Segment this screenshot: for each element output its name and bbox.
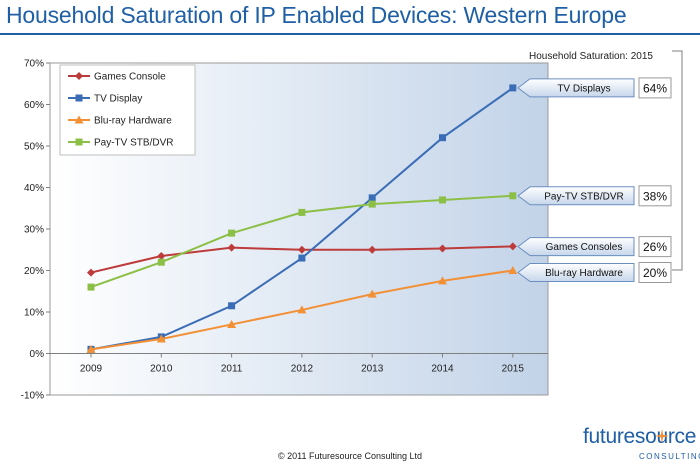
legend-marker (75, 138, 83, 146)
data-point (509, 84, 517, 92)
data-point (368, 194, 376, 202)
data-point (227, 319, 237, 328)
data-point (508, 242, 517, 251)
data-point (438, 244, 447, 253)
x-tick-label: 2013 (361, 364, 384, 375)
callout-value-box (638, 262, 672, 283)
x-tick-label: 2009 (80, 364, 103, 375)
y-tick-label: 70% (24, 59, 44, 70)
legend-marker (74, 115, 84, 124)
data-point (87, 283, 95, 291)
y-tick-label: -10% (21, 391, 44, 402)
legend-label: Blu-ray Hardware (94, 116, 172, 127)
data-point (86, 344, 96, 353)
page-title: Household Saturation of IP Enabled Devic… (6, 2, 627, 28)
data-point (228, 302, 236, 310)
callout-tv-displays: TV Displays 64% (517, 77, 672, 99)
data-point (227, 243, 236, 252)
y-tick-label: 20% (24, 266, 44, 277)
legend-marker (75, 72, 83, 80)
logo-star-icon (655, 429, 669, 443)
data-point (367, 289, 377, 298)
callout-label: Pay-TV STB/DVR (544, 191, 623, 202)
panel-heading: Household Saturation: 2015 (529, 51, 653, 62)
data-point (368, 245, 377, 254)
callout-arrow (517, 237, 635, 257)
x-tick-label: 2012 (291, 364, 314, 375)
data-point (508, 266, 518, 274)
callout-games-consoles: Games Consoles 26% (517, 236, 672, 258)
futuresource-logo: futuresource CONSULTING (583, 425, 700, 465)
callout-value: 38% (643, 189, 667, 203)
callout-value-box (638, 236, 672, 258)
legend-marker (75, 94, 83, 102)
callout-arrow (517, 263, 635, 282)
data-point (509, 192, 517, 200)
data-point (228, 229, 236, 237)
legend-label: TV Display (94, 94, 142, 105)
data-point (439, 196, 446, 204)
series-pay-tv-stb-dvr (87, 192, 517, 291)
callout-blu-ray-hardware: Blu-ray Hardware 20% (517, 262, 672, 283)
callout-value-box (638, 77, 672, 99)
x-tick-label: 2010 (150, 364, 173, 375)
y-tick-label: 60% (24, 100, 44, 111)
series-games-console (87, 242, 517, 277)
legend-label: Games Console (94, 72, 166, 83)
callout-value: 26% (643, 240, 667, 254)
x-tick-label: 2014 (431, 364, 454, 375)
series-blu-ray-hardware (86, 266, 518, 353)
data-point (438, 276, 447, 285)
data-point (87, 268, 95, 277)
callout-value: 20% (643, 266, 667, 280)
callout-label: TV Displays (557, 83, 610, 94)
y-tick-label: 50% (24, 142, 44, 153)
data-point (157, 258, 165, 266)
legend-label: Pay-TV STB/DVR (94, 138, 173, 149)
y-tick-label: 10% (24, 308, 44, 319)
y-tick-label: 30% (24, 225, 44, 236)
copyright-text: © 2011 Futuresource Consulting Ltd (277, 451, 423, 461)
title-rule (0, 33, 700, 35)
data-point (298, 254, 306, 262)
callout-pay-tv-stb-dvr: Pay-TV STB/DVR 38% (517, 185, 672, 207)
callout-arrow (517, 186, 635, 206)
data-point (439, 134, 446, 142)
panel-bracket (672, 50, 683, 271)
logo-wordmark: futuresource (583, 425, 697, 448)
callout-label: Blu-ray Hardware (545, 268, 623, 279)
y-tick-label: 40% (24, 183, 44, 194)
data-point (156, 334, 166, 343)
callout-value: 64% (643, 81, 667, 95)
x-tick-label: 2015 (502, 364, 525, 375)
callout-arrow (517, 78, 635, 98)
logo-subtitle: CONSULTING (639, 452, 700, 461)
data-point (297, 245, 306, 254)
data-point (157, 251, 166, 260)
data-point (297, 305, 307, 314)
x-tick-label: 2011 (221, 364, 243, 375)
callout-label: Games Consoles (546, 242, 623, 253)
data-point (368, 200, 376, 208)
y-tick-label: 0% (30, 349, 45, 360)
data-point (298, 208, 306, 216)
callout-value-box (638, 185, 672, 207)
